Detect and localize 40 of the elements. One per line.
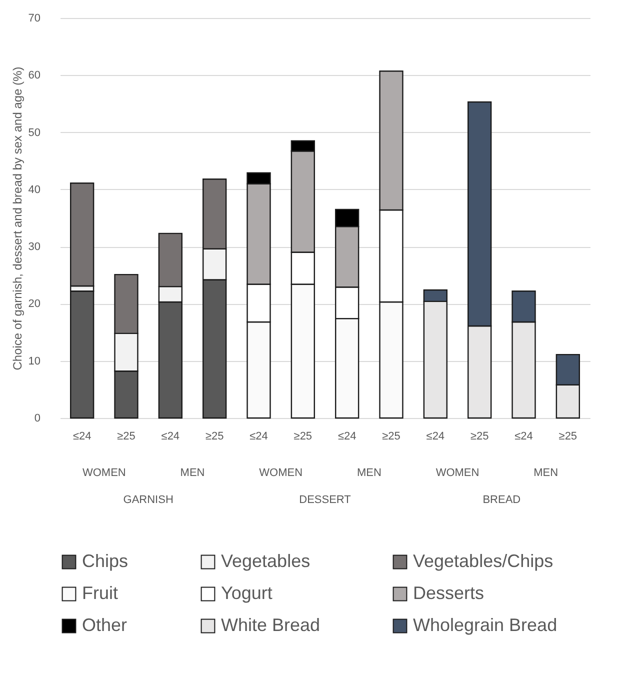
x-tick-label: ≤24: [338, 430, 356, 442]
x-tick-label: ≤24: [426, 430, 445, 442]
text: GARNISH: [123, 494, 174, 506]
x-tick-label: ≥25: [558, 430, 578, 442]
x-tick-label: ≥25: [470, 430, 489, 442]
text: MEN: [534, 467, 558, 479]
x-tick-label: ≤24: [72, 430, 92, 442]
y-tick-label: 10: [28, 355, 40, 368]
y-axis-title: Choice of garnish, dessert and bread by sex and age (%): [10, 66, 24, 370]
text: MEN: [356, 467, 382, 479]
legend-label: Vegetables/Chips: [413, 551, 554, 571]
text: WOMEN: [436, 467, 480, 479]
x-tick-label: ≤24: [250, 430, 268, 442]
bar: [70, 290, 94, 419]
x-tick-label: ≥25: [205, 430, 224, 442]
legend-label: White Bread: [221, 615, 320, 635]
text: BREAD: [482, 494, 521, 506]
legend-label: Wholegrain Bread: [413, 615, 558, 635]
legend-label: Vegetables: [221, 551, 310, 571]
x-tick-label: ≥25: [382, 430, 400, 442]
y-tick-label: 40: [28, 184, 40, 196]
legend-label: Desserts: [413, 583, 484, 603]
y-tick-label: 30: [28, 241, 40, 254]
x-tick-label: ≥25: [117, 430, 136, 442]
y-tick-label: 70: [28, 12, 40, 24]
text: WOMEN: [259, 467, 303, 479]
text: DESSERT: [299, 494, 352, 506]
legend-label: Chips: [82, 551, 128, 571]
legend-label: Yogurt: [221, 583, 272, 603]
y-tick-label: 20: [28, 298, 40, 310]
y-tick-label: 60: [28, 70, 40, 82]
text: MEN: [180, 467, 205, 479]
y-tick-label: 50: [28, 126, 40, 139]
legend-label: Other: [82, 615, 128, 635]
x-tick-label: ≥25: [294, 430, 312, 442]
text: WOMEN: [82, 467, 126, 479]
legend-label: Fruit: [82, 583, 118, 603]
y-tick-label: 0: [34, 412, 40, 424]
x-tick-label: ≤24: [161, 430, 180, 442]
x-tick-label: ≤24: [514, 430, 533, 442]
